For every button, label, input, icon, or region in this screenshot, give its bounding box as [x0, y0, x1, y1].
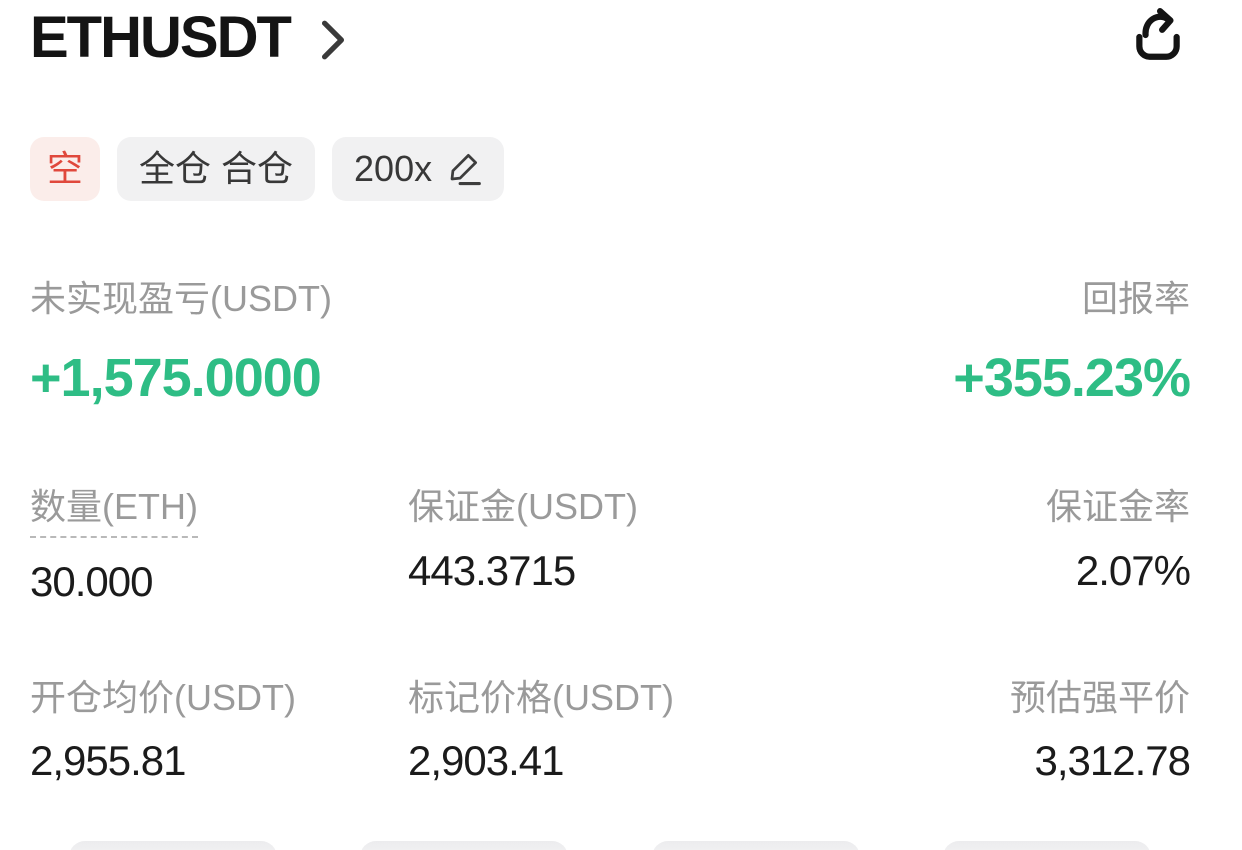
unrealized-pnl-block: 未实现盈亏(USDT) +1,575.0000	[30, 279, 332, 407]
entry-price-value: 2,955.81	[30, 737, 187, 785]
chevron-right-icon[interactable]	[320, 19, 346, 61]
share-icon[interactable]	[1126, 7, 1190, 65]
margin-stat: 保证金(USDT) 443.3715	[408, 487, 1046, 593]
margin-ratio-stat: 保证金率 2.07%	[1045, 486, 1191, 594]
margin-ratio-label: 保证金率	[1045, 486, 1190, 528]
action-button-3[interactable]	[651, 841, 860, 850]
margin-label: 保证金(USDT)	[408, 486, 638, 528]
action-button-4[interactable]	[942, 841, 1151, 850]
margin-value: 443.3715	[408, 546, 576, 594]
stats-row-1: 数量(ETH) 30.000 保证金(USDT) 443.3715 保证金率 2…	[30, 486, 1191, 604]
header-row: ETHUSDT	[30, 5, 1190, 70]
action-buttons-row	[69, 841, 1151, 850]
leverage-badge[interactable]: 200x	[332, 136, 505, 201]
badges-row: 空 全仓 合仓 200x	[30, 136, 1190, 201]
margin-ratio-value: 2.07%	[1075, 546, 1191, 594]
action-button-2[interactable]	[360, 841, 569, 850]
unrealized-pnl-value: +1,575.0000	[30, 348, 322, 409]
unrealized-pnl-label: 未实现盈亏(USDT)	[30, 277, 332, 319]
action-button-1[interactable]	[69, 841, 277, 850]
liq-price-value: 3,312.78	[1034, 737, 1192, 785]
pencil-icon	[442, 149, 482, 189]
entry-price-label: 开仓均价(USDT)	[30, 676, 296, 718]
pnl-section: 未实现盈亏(USDT) +1,575.0000 回报率 +355.23%	[30, 277, 1191, 409]
quantity-stat: 数量(ETH) 30.000	[30, 487, 408, 604]
liq-price-stat: 预估强平价 3,312.78	[1009, 676, 1192, 785]
leverage-label: 200x	[354, 147, 433, 189]
mark-price-label: 标记价格(USDT)	[408, 676, 674, 718]
symbol-title[interactable]: ETHUSDT	[30, 5, 292, 70]
liq-price-label: 预估强平价	[1009, 676, 1190, 718]
roe-block: 回报率 +355.23%	[953, 277, 1191, 409]
roe-value: +355.23%	[953, 348, 1191, 409]
mark-price-value: 2,903.41	[408, 737, 564, 785]
position-side-badge: 空	[30, 136, 101, 201]
stats-row-2: 开仓均价(USDT) 2,955.81 标记价格(USDT) 2,903.41 …	[30, 676, 1192, 785]
entry-price-stat: 开仓均价(USDT) 2,955.81	[30, 678, 408, 784]
roe-label: 回报率	[1081, 277, 1190, 319]
quantity-label[interactable]: 数量(ETH)	[30, 487, 198, 538]
mark-price-stat: 标记价格(USDT) 2,903.41	[408, 678, 1010, 784]
quantity-value: 30.000	[30, 557, 153, 605]
margin-mode-badge[interactable]: 全仓 合仓	[117, 136, 316, 201]
